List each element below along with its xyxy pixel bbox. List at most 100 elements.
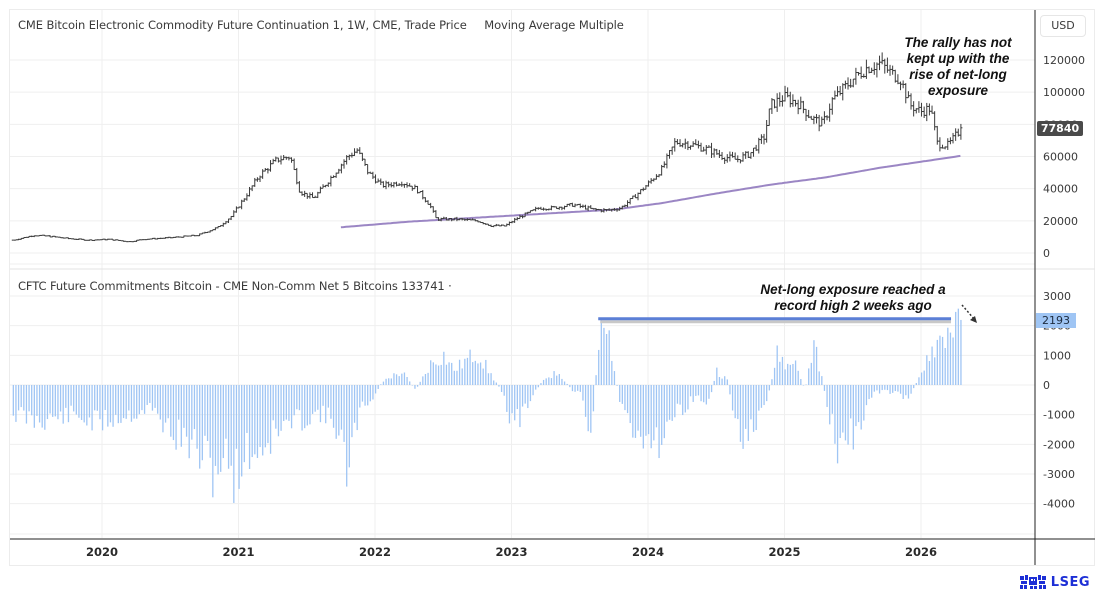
net-bar	[687, 385, 689, 410]
net-bar	[878, 385, 881, 394]
price-bar	[426, 200, 430, 205]
price-bar	[30, 235, 34, 238]
net-bar	[154, 385, 156, 408]
net-bar	[230, 385, 232, 466]
price-bar	[51, 235, 55, 238]
net-bar	[388, 378, 390, 385]
price-bar	[738, 158, 742, 164]
price-bar	[555, 206, 559, 210]
price-bar	[941, 144, 945, 149]
net-bar	[626, 385, 629, 414]
price-bar	[691, 141, 695, 147]
net-bar	[343, 385, 345, 442]
net-bar	[390, 378, 392, 385]
net-bar	[395, 374, 398, 385]
price-bar	[573, 203, 577, 208]
price-bar	[938, 137, 942, 152]
price-bar	[82, 238, 86, 241]
net-bar	[474, 360, 476, 385]
net-bar	[304, 385, 306, 429]
time-axis-label[interactable]: 2022	[359, 545, 391, 559]
net-bar	[49, 385, 51, 414]
net-bar	[159, 385, 161, 420]
net-bar	[209, 385, 211, 458]
indicator-title[interactable]: Moving Average Multiple	[484, 18, 624, 32]
price-bar	[402, 183, 406, 188]
net-bar	[479, 362, 482, 385]
net-bar	[700, 385, 702, 402]
time-axis-label[interactable]: 2024	[632, 545, 664, 559]
net-bar	[238, 385, 240, 489]
price-bar	[951, 132, 955, 144]
price-bar	[101, 238, 105, 241]
price-bar	[783, 85, 787, 102]
price-bar	[206, 231, 210, 234]
net-bar	[587, 385, 589, 432]
net-bar	[162, 385, 164, 433]
price-bar	[925, 102, 929, 122]
time-axis-label[interactable]: 2025	[768, 545, 800, 559]
net-bar	[427, 372, 429, 385]
time-axis-label[interactable]: 2020	[86, 545, 118, 559]
net-bar	[122, 385, 125, 419]
time-axis-label[interactable]: 2021	[222, 545, 254, 559]
price-bar	[563, 205, 567, 210]
price-bar	[505, 223, 509, 227]
price-bar	[316, 191, 320, 199]
net-bar	[810, 362, 812, 385]
net-bar	[52, 385, 54, 417]
net-bar	[737, 385, 739, 420]
net-bar	[852, 385, 854, 450]
price-bar	[804, 108, 808, 121]
price-bar	[140, 239, 144, 241]
net-bar	[251, 385, 253, 458]
net-bar	[902, 385, 904, 400]
price-bar	[675, 139, 679, 145]
price-bar	[368, 171, 372, 174]
net-bar	[23, 385, 25, 411]
net-bar	[44, 385, 46, 430]
net-pane-title[interactable]: CFTC Future Commitments Bitcoin - CME No…	[18, 279, 452, 293]
price-bar	[943, 146, 947, 150]
net-bar	[928, 361, 931, 385]
net-bar	[361, 385, 364, 402]
price-bar	[53, 235, 57, 238]
price-bar	[843, 80, 847, 89]
price-bar	[35, 235, 39, 237]
price-series-title[interactable]: CME Bitcoin Electronic Commodity Future …	[18, 18, 467, 32]
price-bar	[570, 202, 574, 207]
price-bar	[153, 237, 157, 240]
price-bar	[318, 186, 322, 194]
net-bar	[75, 385, 77, 415]
price-bar	[636, 192, 640, 201]
net-bar	[94, 385, 96, 411]
net-bar	[445, 364, 448, 385]
price-bar	[148, 238, 152, 240]
price-bar	[591, 207, 595, 210]
price-bar	[174, 236, 178, 238]
price-bar	[799, 96, 803, 110]
net-bar	[28, 385, 30, 412]
price-bar	[948, 137, 952, 145]
currency-button[interactable]: USD	[1040, 15, 1086, 37]
net-bar	[322, 385, 324, 406]
net-bar	[183, 385, 185, 428]
net-bar	[613, 371, 616, 385]
time-axis-label[interactable]: 2023	[495, 545, 527, 559]
price-bar	[392, 182, 396, 188]
price-bar	[649, 178, 653, 184]
price-bar	[883, 58, 887, 74]
net-bar	[411, 385, 413, 386]
net-bar	[464, 358, 466, 385]
net-bar	[944, 347, 946, 385]
net-bar	[170, 385, 172, 437]
net-bar	[327, 385, 329, 408]
x-axis-labels[interactable]: 2020 2021 2022 2023 2024 2025 2026	[86, 545, 937, 559]
price-bar	[379, 178, 383, 186]
price-bar	[744, 151, 748, 159]
price-bar	[665, 153, 669, 169]
net-bar	[346, 385, 348, 487]
price-bar	[507, 221, 511, 226]
price-bar	[95, 239, 99, 241]
time-axis-label[interactable]: 2026	[905, 545, 937, 559]
